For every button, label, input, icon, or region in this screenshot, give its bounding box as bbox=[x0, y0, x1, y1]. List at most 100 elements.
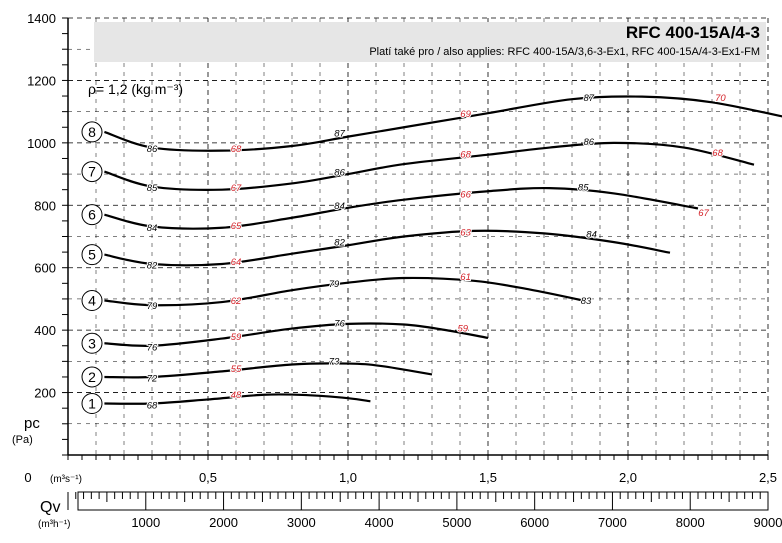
curve-marker-circle bbox=[81, 366, 103, 388]
curve-5 bbox=[104, 229, 671, 267]
curve-marker-number: 3 bbox=[88, 335, 96, 351]
performance-curves bbox=[104, 95, 782, 405]
efficiency-label: 86 bbox=[147, 144, 158, 155]
efficiency-label: 87 bbox=[334, 128, 345, 139]
header-band bbox=[94, 22, 766, 62]
curve-marker-number: 8 bbox=[88, 124, 96, 140]
curve-marker-number: 7 bbox=[88, 164, 96, 180]
y-axis-unit: (Pa) bbox=[12, 434, 33, 446]
efficiency-label: 79 bbox=[147, 301, 158, 312]
efficiency-label: 68 bbox=[460, 150, 471, 161]
efficiency-label: 84 bbox=[334, 201, 345, 212]
x-tick-label: 0 bbox=[24, 470, 31, 485]
m3h-tick-label: 5000 bbox=[442, 515, 471, 530]
m3h-tick-label: 4000 bbox=[365, 515, 394, 530]
curve-marker-circle bbox=[81, 121, 103, 143]
x-axis-unit-m3h: (m³h⁻¹) bbox=[38, 519, 71, 530]
efficiency-label: 68 bbox=[712, 148, 723, 159]
efficiency-label: 62 bbox=[231, 296, 242, 307]
efficiency-label: 83 bbox=[581, 296, 592, 307]
x-tick-labels: 0 0,5 1,0 1,5 2,0 2,5 bbox=[24, 470, 777, 485]
curve-marker-circle bbox=[81, 161, 103, 183]
m3h-tick-label: 3000 bbox=[287, 515, 316, 530]
y-tick-label: 1200 bbox=[27, 73, 56, 88]
m3h-tick-label: 9000 bbox=[754, 515, 782, 530]
curve-marker-circle bbox=[81, 289, 103, 311]
curve-1 bbox=[104, 393, 371, 405]
efficiency-label: 64 bbox=[231, 257, 242, 268]
x-tick-label: 1,0 bbox=[339, 470, 357, 485]
x-tick-label: 1,5 bbox=[479, 470, 497, 485]
x-tick-label: 2,0 bbox=[619, 470, 637, 485]
y-tick-label: 200 bbox=[34, 386, 56, 401]
curve-4 bbox=[104, 276, 587, 307]
curve-marker-circle bbox=[81, 204, 103, 226]
curve-3 bbox=[104, 322, 489, 347]
y-axis-label: pc bbox=[24, 415, 40, 432]
efficiency-label: 73 bbox=[329, 356, 340, 367]
efficiency-label: 84 bbox=[586, 229, 597, 240]
efficiency-label: 79 bbox=[329, 279, 340, 290]
m3h-tick-label: 6000 bbox=[520, 515, 549, 530]
curve-marker-circle bbox=[81, 244, 103, 266]
efficiency-label: 66 bbox=[460, 189, 471, 200]
efficiency-label: 76 bbox=[334, 318, 345, 329]
m3h-tick-label: 2000 bbox=[209, 515, 238, 530]
y-tick-labels: 1400 1200 1000 800 600 400 200 bbox=[27, 11, 56, 401]
chart-subtitle: Platí také pro / also applies: RFC 400-1… bbox=[369, 46, 760, 58]
efficiency-label: 84 bbox=[147, 223, 158, 234]
chart-title: RFC 400-15A/4-3 bbox=[626, 23, 760, 42]
efficiency-label: 48 bbox=[231, 390, 242, 401]
density-label: ρ= 1,2 (kg m⁻³) bbox=[88, 81, 183, 97]
y-tick-label: 800 bbox=[34, 198, 56, 213]
x-tick-label: 0,5 bbox=[199, 470, 217, 485]
efficiency-label: 63 bbox=[460, 227, 471, 238]
y-tick-label: 600 bbox=[34, 261, 56, 276]
y-tick-label: 1400 bbox=[27, 11, 56, 26]
efficiency-label: 76 bbox=[147, 342, 158, 353]
curve-6 bbox=[104, 186, 699, 230]
x-tick-label: 2,5 bbox=[759, 470, 777, 485]
curve-marker-number: 5 bbox=[88, 247, 96, 263]
curve-2 bbox=[104, 362, 433, 379]
m3h-scale-bar bbox=[77, 491, 769, 511]
efficiency-label: 82 bbox=[147, 261, 158, 272]
efficiency-label: 85 bbox=[147, 183, 158, 194]
efficiency-label: 70 bbox=[715, 93, 726, 104]
curve-marker-circle bbox=[81, 392, 103, 414]
m3h-tick-label: 7000 bbox=[598, 515, 627, 530]
efficiency-label: 61 bbox=[460, 272, 471, 283]
efficiency-label: 72 bbox=[147, 374, 158, 385]
y-tick-label: 1000 bbox=[27, 136, 56, 151]
efficiency-label: 87 bbox=[584, 93, 595, 104]
m3h-scale-ticks: 1000 2000 3000 4000 5000 6000 7000 8000 9000 bbox=[67, 492, 782, 530]
curve-marker-number: 6 bbox=[88, 207, 96, 223]
curve-number-markers: 1 2 3 4 5 6 7 8 bbox=[81, 121, 103, 414]
efficiency-label: 59 bbox=[458, 324, 469, 335]
curve-marker-circle bbox=[81, 332, 103, 354]
efficiency-label: 86 bbox=[334, 168, 345, 179]
efficiency-label: 55 bbox=[231, 364, 242, 375]
efficiency-label: 86 bbox=[584, 137, 595, 148]
curve-8 bbox=[104, 95, 782, 152]
efficiency-label: 68 bbox=[147, 401, 158, 412]
curve-marker-number: 1 bbox=[88, 395, 96, 411]
curve-7 bbox=[104, 141, 755, 191]
efficiency-label: 67 bbox=[231, 183, 242, 194]
efficiency-labels: 68 48 72 55 73 76 59 76 59 79 62 79 61 83 82 64 82 63 84 84… bbox=[146, 92, 728, 412]
efficiency-label: 68 bbox=[231, 144, 242, 155]
efficiency-label: 67 bbox=[698, 208, 709, 219]
efficiency-label: 59 bbox=[231, 332, 242, 343]
efficiency-label: 69 bbox=[460, 109, 471, 120]
x-axis-label: Qv bbox=[40, 499, 60, 516]
y-tick-label: 400 bbox=[34, 323, 56, 338]
efficiency-label: 85 bbox=[578, 182, 589, 193]
m3h-tick-label: 1000 bbox=[131, 515, 160, 530]
curve-marker-number: 4 bbox=[88, 292, 96, 308]
m3h-tick-label: 8000 bbox=[676, 515, 705, 530]
x-axis-unit-m3s: (m³s⁻¹) bbox=[50, 474, 82, 485]
curve-marker-number: 2 bbox=[88, 369, 96, 385]
efficiency-label: 65 bbox=[231, 221, 242, 232]
efficiency-label: 82 bbox=[334, 238, 345, 249]
